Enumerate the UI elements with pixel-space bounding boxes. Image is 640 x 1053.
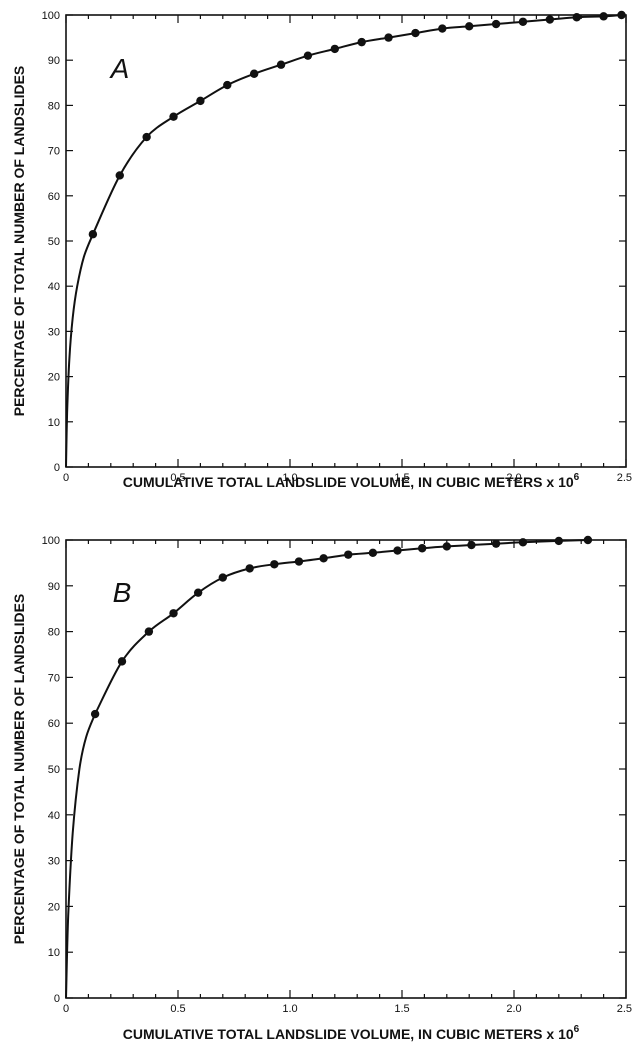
data-point [572,13,581,22]
data-point [115,171,124,180]
x-axis-label-exponent: 6 [574,1024,580,1035]
data-point [599,12,608,21]
data-point [196,96,205,106]
data-point [518,17,528,26]
plot-frame [65,14,627,468]
y-tick-label: 80 [48,627,60,639]
data-point [465,22,474,31]
data-point [193,588,203,597]
data-point [117,657,127,666]
y-tick-label: 100 [42,10,60,22]
data-point [169,609,178,618]
x-tick-label: 0.5 [170,472,185,484]
y-tick-label: 60 [48,191,60,203]
panel-letter: A [109,53,130,84]
data-point [467,540,476,550]
y-tick-label: 60 [48,718,60,730]
y-tick-label: 40 [48,810,60,822]
data-point [617,10,626,20]
data-point [303,51,313,60]
data-point [438,24,447,33]
data-point [344,550,353,559]
x-tick-label: 2.5 [617,472,632,484]
y-axis-label: PERCENTAGE OF TOTAL NUMBER OF LANDSLIDES [11,594,27,945]
x-tick-label: 2.5 [617,1003,632,1015]
x-tick-label: 1.5 [394,1003,409,1015]
y-tick-label: 40 [48,281,60,293]
x-tick-label: 1.5 [394,472,409,484]
y-tick-label: 20 [48,901,60,913]
data-point [393,546,402,555]
chart-panel-b: 0 0.5 1.0 1.5 2.0 2.5 0 10 20 30 40 50 60 70 80 90 100 B C… [11,535,632,1042]
data-point [442,542,451,551]
y-tick-label: 70 [48,146,60,158]
x-axis-label: CUMULATIVE TOTAL LANDSLIDE VOLUME, IN CU… [123,1024,580,1042]
data-point [249,69,259,78]
y-tick-label: 90 [48,55,60,67]
y-tick-label: 10 [48,417,60,429]
x-tick-label: 0 [63,1003,69,1015]
data-point [218,573,227,582]
x-tick-label: 0.5 [170,1003,185,1015]
data-point [583,535,593,545]
data-point [411,28,420,38]
plot-frame [65,539,627,999]
data-point [144,627,154,636]
data-point [90,709,100,719]
data-point [368,548,378,558]
y-tick-label: 50 [48,236,60,248]
x-axis-label: CUMULATIVE TOTAL LANDSLIDE VOLUME, IN CU… [123,472,580,490]
data-point [491,539,501,548]
data-point [276,60,286,69]
data-point [357,37,366,47]
y-tick-label: 0 [54,993,60,1005]
x-tick-label: 2.0 [506,1003,521,1015]
data-point [491,19,501,29]
chart-panel-a: 0 0.5 1.0 1.5 2.0 2.5 0 10 20 30 40 50 60 70 80 90 100 A C… [11,10,632,490]
data-point [545,15,555,24]
data-point [142,132,151,142]
data-point [169,112,178,121]
y-tick-label: 70 [48,672,60,684]
data-point [330,44,339,54]
y-tick-label: 100 [42,535,60,547]
x-axis-label-exponent: 6 [574,472,580,483]
y-tick-label: 30 [48,326,60,338]
data-point [319,554,328,563]
y-tick-label: 0 [54,462,60,474]
x-tick-label: 1.0 [282,1003,297,1015]
y-tick-label: 50 [48,764,60,776]
data-point [294,557,304,566]
data-point [245,564,254,573]
y-tick-label: 30 [48,856,60,868]
x-tick-label: 0 [63,472,69,484]
y-tick-label: 10 [48,947,60,959]
y-tick-label: 20 [48,372,60,384]
data-point [417,544,427,553]
y-tick-label: 80 [48,100,60,112]
series-line [65,14,622,468]
x-tick-label: 1.0 [282,472,297,484]
series-line [65,539,588,999]
data-point [270,560,279,569]
x-tick-label: 2.0 [506,472,521,484]
panel-letter: B [113,577,132,608]
data-point [518,538,528,547]
y-tick-label: 90 [48,581,60,593]
data-point [88,230,98,239]
data-point [223,80,232,90]
y-axis-label: PERCENTAGE OF TOTAL NUMBER OF LANDSLIDES [11,66,27,417]
x-axis-label-text: CUMULATIVE TOTAL LANDSLIDE VOLUME, IN CU… [123,1026,574,1042]
data-point [554,536,563,546]
data-point [384,33,393,42]
x-axis-label-text: CUMULATIVE TOTAL LANDSLIDE VOLUME, IN CU… [123,474,574,490]
